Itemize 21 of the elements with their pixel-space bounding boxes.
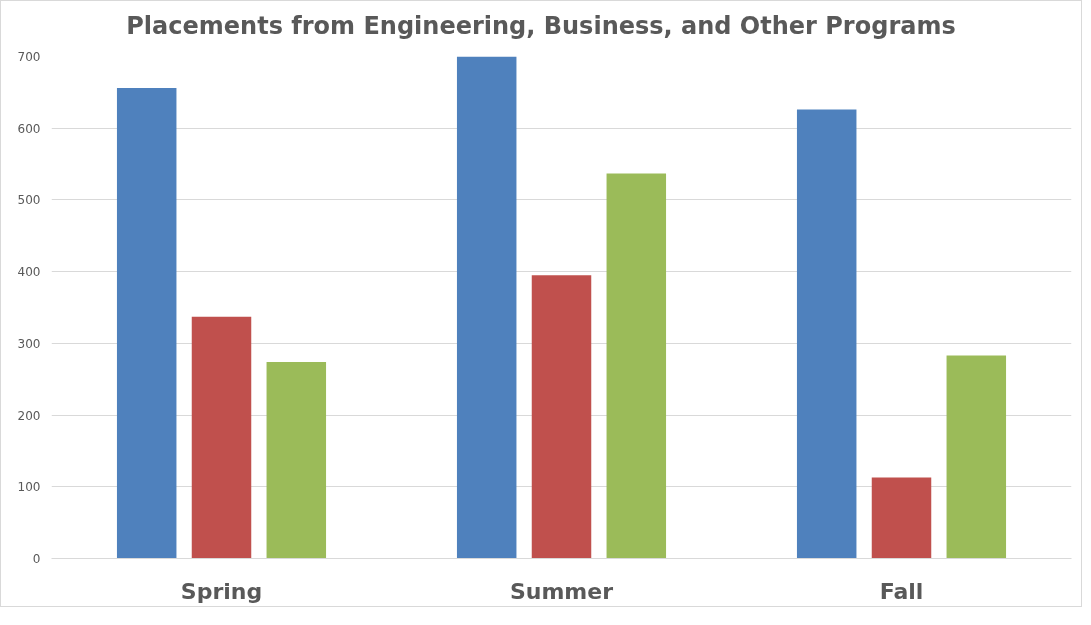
bar [871,477,932,559]
y-tick-label: 200 [17,408,41,423]
y-tick-label: 500 [17,193,41,208]
bar [606,173,667,559]
bar [456,56,517,559]
bar [266,362,327,559]
x-tick-label: Spring [180,578,263,604]
y-tick-label: 700 [17,50,41,64]
y-tick-label: 400 [17,265,41,280]
chart-title: Placements from Engineering, Business, and Other Programs [126,12,956,40]
x-tick-label: Fall [879,578,924,604]
bar [946,355,1007,559]
y-tick-label: 600 [17,121,41,136]
bar [116,88,177,559]
y-tick-label: 300 [17,336,41,351]
bar [191,316,252,559]
y-tick-label: 0 [32,552,41,566]
bar [796,109,857,559]
x-tick-label: Summer [509,578,614,604]
bar [531,275,592,559]
y-tick-label: 100 [17,480,41,495]
